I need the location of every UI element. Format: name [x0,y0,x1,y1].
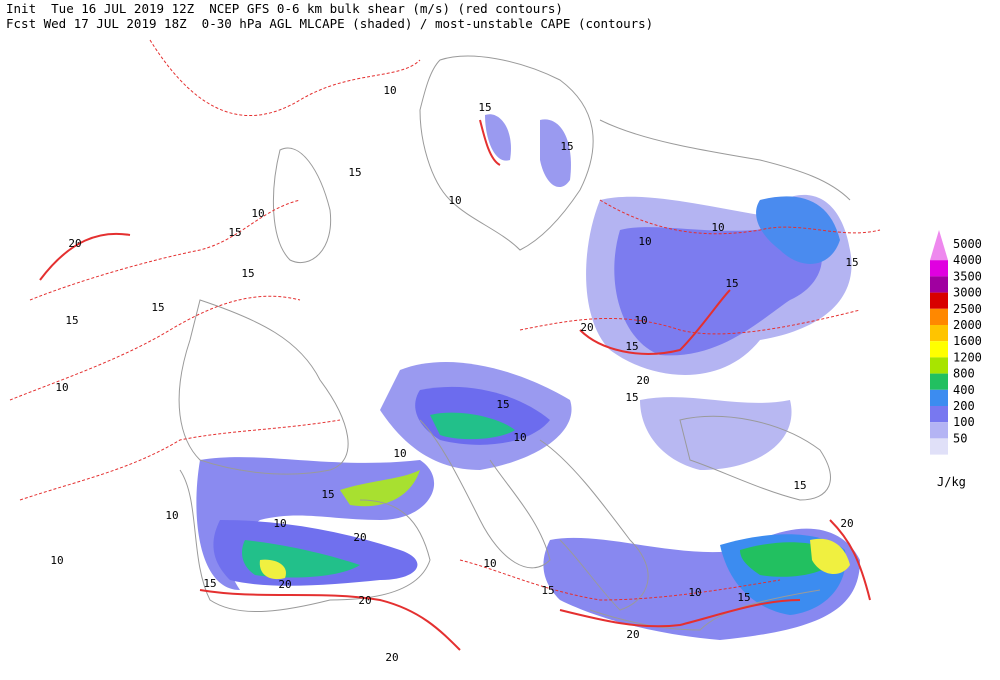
contour-label: 10 [634,314,647,327]
contour-label: 20 [580,321,593,334]
legend-label: 100 [953,415,975,429]
contour-label: 10 [448,194,461,207]
legend: 5000 4000 3500 3000 2500 2000 1600 1200 800 400 20… [930,230,982,489]
contour-label: 15 [725,277,738,290]
contour-label: 15 [737,591,750,604]
contour-label: 15 [65,314,78,327]
legend-swatch [930,292,948,309]
legend-swatch [930,260,948,277]
legend-swatch [930,357,948,374]
contour-label: 15 [228,226,241,239]
contour-label: 20 [636,374,649,387]
legend-unit: J/kg [937,475,966,489]
contour-label: 20 [68,237,81,250]
legend-swatch [930,308,948,325]
contour-label: 15 [241,267,254,280]
legend-swatch [930,389,948,406]
shear-contours [9,39,881,651]
contour-label: 20 [840,517,853,530]
contour-labels: 10 15 15 10 15 20 15 15 15 10 10 15 10 10 15 15 10 20 15 20… [50,84,858,664]
contour-label: 10 [273,517,286,530]
legend-swatch [930,276,948,293]
contour-label: 15 [541,584,554,597]
legend-label: 200 [953,399,975,413]
legend-swatch [930,325,948,342]
header-line: Init Tue 16 JUL 2019 12Z NCEP GFS 0-6 km… [6,1,563,16]
legend-swatch [930,422,948,439]
contour-label: 10 [688,586,701,599]
contour-label: 10 [483,557,496,570]
contour-label: 15 [793,479,806,492]
legend-label: 800 [953,367,975,381]
contour-label: 20 [385,651,398,664]
contour-label: 10 [50,554,63,567]
legend-label: 1200 [953,350,982,364]
coastlines [178,55,851,631]
contour-label: 15 [496,398,509,411]
legend-swatch [930,230,948,261]
contour-label: 15 [845,256,858,269]
contour-label: 20 [626,628,639,641]
legend-label: 2000 [953,318,982,332]
contour-label: 10 [55,381,68,394]
legend-label: 400 [953,383,975,397]
contour-label: 15 [478,101,491,114]
legend-swatch [930,406,948,423]
contour-label: 10 [383,84,396,97]
legend-label: 3000 [953,286,982,300]
contour-label: 15 [625,391,638,404]
header-line: Fcst Wed 17 JUL 2019 18Z 0-30 hPa AGL ML… [6,16,653,31]
legend-label: 50 [953,431,967,445]
contour-label: 15 [625,340,638,353]
contour-label: 15 [560,140,573,153]
legend-label: 4000 [953,253,982,267]
legend-label: 1600 [953,334,982,348]
legend-label: 2500 [953,302,982,316]
legend-label: 3500 [953,269,982,283]
contour-label: 15 [321,488,334,501]
legend-swatch [930,438,948,455]
legend-label: 5000 [953,237,982,251]
contour-label: 10 [711,221,724,234]
contour-label: 20 [278,578,291,591]
legend-swatch [930,373,948,390]
contour-label: 15 [203,577,216,590]
contour-label: 15 [151,301,164,314]
contour-label: 10 [165,509,178,522]
cape-shading [196,114,860,640]
contour-label: 20 [358,594,371,607]
contour-label: 10 [251,207,264,220]
contour-label: 10 [638,235,651,248]
contour-label: 10 [513,431,526,444]
contour-label: 20 [353,531,366,544]
contour-label: 10 [393,447,406,460]
legend-swatch [930,341,948,358]
contour-label: 15 [348,166,361,179]
